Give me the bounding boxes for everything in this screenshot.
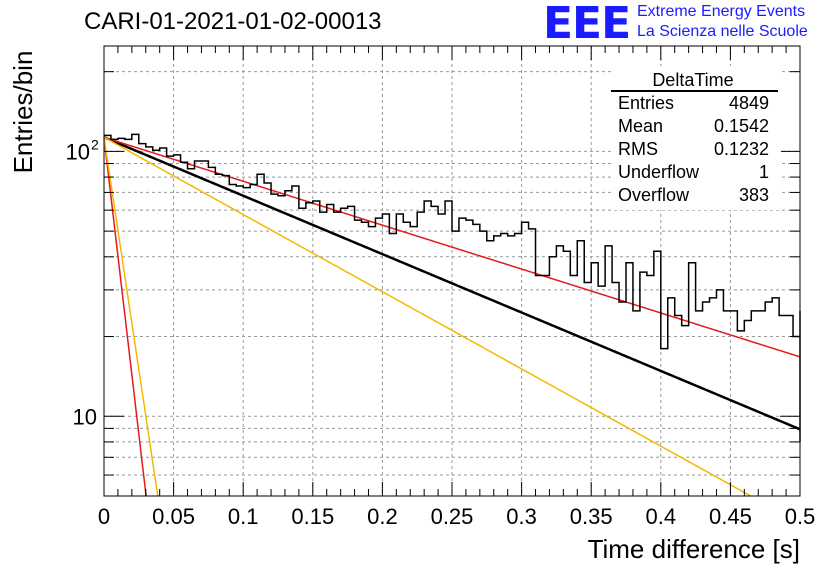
logo-line-1: Extreme Energy Events [637,3,806,20]
stats-label: RMS [618,139,658,159]
stats-title: DeltaTime [652,70,733,90]
x-tick-label: 0.4 [646,504,677,529]
stats-box: DeltaTime Entries 4849 Mean 0.1542 RMS 0… [611,66,781,210]
x-tick-label: 0.25 [431,504,474,529]
axis-ticks [103,46,801,497]
stats-value: 0.1542 [714,116,769,136]
y-tick-exponent: 2 [91,136,99,152]
y-tick-label: 10 [66,139,90,164]
fit-curve [103,136,801,431]
fit-curve [103,137,159,497]
x-tick-label: 0.1 [228,504,259,529]
stats-value: 4849 [729,93,769,113]
x-tick-label: 0.05 [152,504,195,529]
axis-labels: 0 0.05 0.1 0.15 0.2 0.25 0.3 0.35 0.4 0.45 0.51010… [66,136,816,529]
run-title: CARI-01-2021-01-02-00013 [84,8,382,35]
y-axis-title: Entries/bin [8,51,38,174]
y-tick-label: 10 [73,404,97,429]
grid [104,46,800,497]
x-tick-label: 0.15 [291,504,334,529]
logo-line-2: La Scienza nelle Scuole [637,23,808,40]
x-tick-label: 0.5 [785,504,816,529]
stats-value: 0.1232 [714,139,769,159]
x-tick-label: 0.45 [709,504,752,529]
x-tick-label: 0.2 [367,504,398,529]
fit-curve [103,137,147,497]
stats-label: Underflow [618,162,700,182]
stats-label: Entries [618,93,674,113]
eee-logo: EEE [543,0,631,49]
x-tick-label: 0.3 [506,504,537,529]
x-tick-label: 0.35 [570,504,613,529]
fit-curve [103,136,752,497]
x-axis-title: Time difference [s] [588,534,800,564]
stats-label: Mean [618,116,663,136]
stats-value: 1 [759,162,769,182]
stats-value: 383 [739,185,769,205]
stats-label: Overflow [618,185,690,205]
x-tick-label: 0 [98,504,110,529]
